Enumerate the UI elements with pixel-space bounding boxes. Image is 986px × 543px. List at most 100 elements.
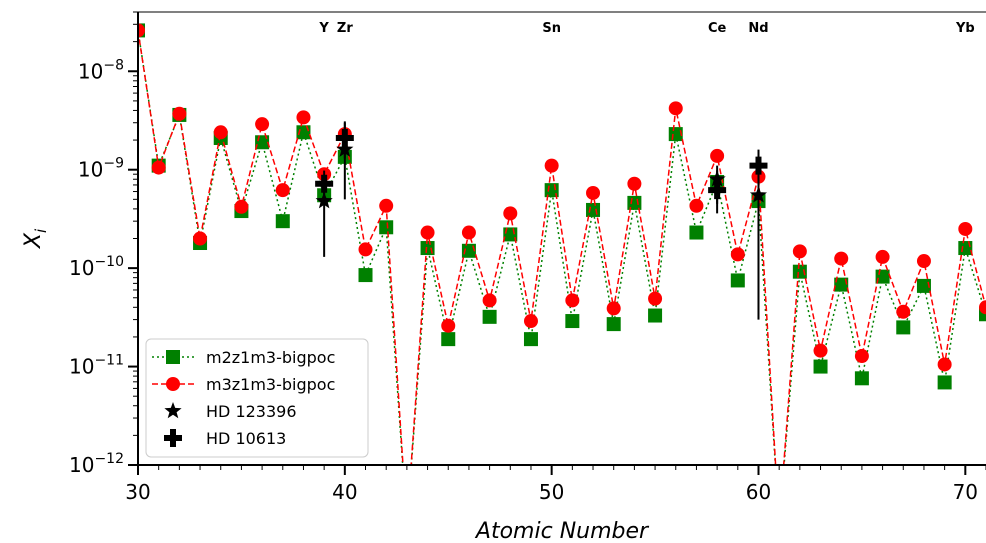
data-point — [834, 251, 849, 266]
data-point — [792, 264, 807, 279]
y-tick-label: 10−10 — [69, 254, 124, 280]
y-tick-label: 10−9 — [78, 156, 124, 182]
element-labels: Y Zr Sn Ce Nd Yb — [318, 21, 974, 36]
data-point — [813, 343, 828, 358]
legend-marker — [164, 429, 182, 447]
data-point — [606, 317, 621, 332]
legend-label: HD 123396 — [206, 402, 297, 421]
element-label: Yb — [955, 21, 975, 36]
data-point — [749, 186, 767, 203]
element-label: Nd — [748, 21, 768, 36]
data-point — [275, 214, 290, 229]
data-point — [213, 125, 228, 140]
data-point — [854, 371, 869, 386]
element-label: Ce — [708, 21, 727, 36]
legend-marker — [166, 350, 180, 364]
data-point — [916, 254, 931, 269]
data-point — [937, 375, 952, 390]
data-point — [420, 225, 435, 240]
data-point — [441, 318, 456, 333]
element-label: Y — [318, 21, 329, 36]
data-point — [255, 117, 270, 132]
y-axis-title: Xi — [21, 228, 50, 249]
legend-label: m2z1m3-bigpoc — [206, 348, 335, 367]
data-point — [648, 291, 663, 306]
data-point — [482, 309, 497, 324]
data-point — [358, 268, 373, 283]
data-point — [379, 198, 394, 213]
data-point — [296, 110, 311, 125]
data-point — [896, 304, 911, 319]
data-point — [834, 277, 849, 292]
data-point — [958, 221, 973, 236]
x-tick-label: 60 — [746, 480, 771, 504]
data-point — [710, 148, 725, 163]
legend-marker — [166, 377, 180, 391]
series-2 — [138, 23, 986, 465]
data-point — [151, 160, 166, 175]
data-point — [937, 357, 952, 372]
legend-marker — [164, 402, 182, 419]
x-axis: 30 40 50 60 70 — [125, 465, 986, 504]
data-point — [627, 176, 642, 191]
legend-box — [145, 338, 369, 458]
data-point — [234, 199, 249, 214]
data-point — [172, 106, 187, 121]
data-point — [275, 183, 290, 198]
legend: m2z1m3-bigpoc m3z1m3-bigpoc HD 123396 HD 10… — [145, 338, 369, 458]
data-point — [461, 243, 476, 258]
y-axis: 10−8 10−9 10−10 10−11 10−12 — [69, 11, 138, 477]
data-point — [544, 158, 559, 173]
data-point — [979, 307, 986, 322]
data-point — [606, 301, 621, 316]
data-point — [730, 273, 745, 288]
legend-label: HD 10613 — [206, 429, 286, 448]
x-tick-label: 50 — [539, 480, 564, 504]
data-point — [315, 174, 334, 193]
observation-series-2 — [315, 122, 768, 214]
data-point — [523, 314, 538, 329]
data-point — [792, 244, 807, 259]
data-point — [482, 293, 497, 308]
data-point — [916, 278, 931, 293]
data-point — [358, 242, 373, 257]
data-point — [586, 202, 601, 217]
data-point — [730, 247, 745, 262]
data-point — [813, 359, 828, 374]
data-point — [441, 332, 456, 347]
data-point — [379, 220, 394, 235]
legend-item: HD 10613 — [164, 429, 286, 448]
x-axis-title: Atomic Number — [474, 519, 650, 543]
data-point — [503, 206, 518, 221]
data-point — [461, 225, 476, 240]
data-point — [668, 101, 683, 116]
data-point — [648, 308, 663, 323]
y-tick-label: 10−12 — [69, 451, 124, 477]
data-point — [565, 293, 580, 308]
data-point — [689, 225, 704, 240]
data-point — [523, 332, 538, 347]
data-point — [708, 181, 727, 200]
plot-series — [138, 23, 986, 465]
data-point — [689, 198, 704, 213]
y-tick-label: 10−11 — [69, 353, 124, 379]
legend-item: HD 123396 — [164, 402, 297, 421]
series-line — [138, 30, 986, 465]
data-point — [586, 185, 601, 200]
data-point — [875, 249, 890, 264]
data-point — [979, 300, 986, 315]
x-tick-label: 40 — [332, 480, 357, 504]
data-point — [749, 156, 768, 175]
data-point — [335, 128, 354, 147]
x-tick-label: 70 — [953, 480, 978, 504]
data-point — [896, 320, 911, 335]
element-label: Zr — [337, 21, 353, 36]
legend-label: m3z1m3-bigpoc — [206, 375, 335, 394]
data-point — [193, 231, 208, 246]
x-tick-label: 30 — [125, 480, 150, 504]
y-tick-label: 10−8 — [78, 57, 124, 83]
element-label: Sn — [542, 21, 561, 36]
data-point — [565, 314, 580, 329]
data-point — [958, 241, 973, 256]
